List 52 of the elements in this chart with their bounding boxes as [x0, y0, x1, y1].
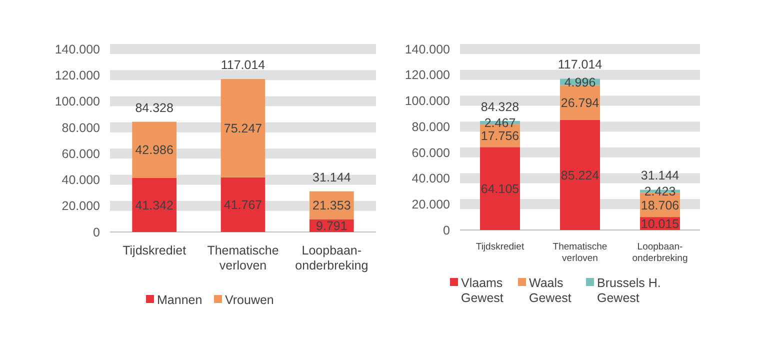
y-tick-label: 80.000 [62, 120, 100, 135]
y-tick-label: 0 [443, 223, 450, 238]
y-tick-label: 0 [93, 225, 100, 240]
x-tick-label: Thematische verloven [207, 244, 279, 272]
y-tick-label: 140.000 [404, 42, 450, 56]
bar [220, 177, 266, 232]
legend-label: Waals Gewest [529, 276, 572, 305]
data-label: 41.767 [224, 198, 262, 212]
data-label: 21.353 [312, 198, 351, 213]
data-label: 10.015 [640, 216, 680, 231]
legend-label: Mannen [157, 293, 202, 307]
x-tick-label: Thematische verloven [552, 242, 608, 264]
data-label: 2.467 [484, 116, 516, 130]
x-tick-label: Tijdskrediet [122, 244, 187, 258]
legend-label: Brussels H. Gewest [597, 276, 661, 305]
total-label: 117.014 [220, 58, 266, 72]
y-tick-label: 60.000 [62, 146, 100, 161]
x-tick-label: Loopbaan-onderbreking [295, 244, 368, 272]
legend-label: Vrouwen [225, 293, 274, 307]
bar [560, 120, 600, 230]
data-label: 9.791 [316, 218, 348, 233]
data-label: 75.247 [224, 122, 262, 136]
y-tick-label: 40.000 [62, 173, 100, 188]
total-label: 84.328 [135, 100, 174, 115]
data-label: 17.756 [480, 129, 520, 144]
legend-label: Vlaams Gewest [461, 276, 504, 305]
y-tick-label: 40.000 [412, 172, 450, 186]
y-tick-label: 120.000 [54, 68, 100, 83]
total-label: 117.014 [558, 58, 602, 72]
data-label: 85.224 [560, 168, 600, 182]
x-tick-label: Loopbaan-onderbreking [632, 242, 688, 264]
y-tick-label: 60.000 [412, 146, 450, 160]
data-label: 64.105 [480, 182, 520, 196]
total-label: 31.144 [312, 170, 351, 184]
x-tick-label: Tijdskrediet [476, 242, 524, 252]
bar [480, 147, 520, 230]
total-label: 84.328 [480, 100, 520, 114]
y-tick-label: 80.000 [412, 120, 450, 134]
bar [220, 79, 266, 178]
y-tick-label: 100.000 [54, 94, 100, 109]
y-tick-label: 100.000 [404, 94, 450, 108]
y-tick-label: 120.000 [404, 68, 450, 82]
data-label: 42.986 [135, 143, 174, 158]
bar [132, 122, 176, 178]
data-label: 18.706 [640, 198, 680, 212]
data-label: 41.342 [135, 198, 174, 212]
bar [132, 178, 176, 232]
y-tick-label: 20.000 [412, 198, 450, 212]
total-label: 31.144 [640, 168, 680, 183]
y-tick-label: 140.000 [54, 42, 100, 56]
y-tick-label: 20.000 [62, 199, 100, 214]
data-label: 26.794 [560, 96, 600, 110]
